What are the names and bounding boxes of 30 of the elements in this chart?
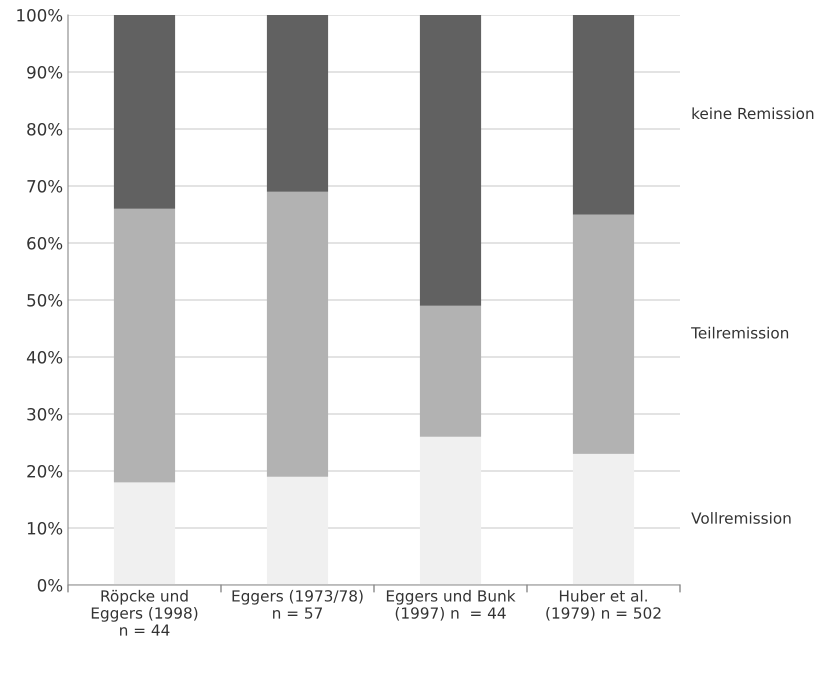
bar [114, 208, 176, 482]
bar [420, 306, 482, 437]
bar [572, 454, 634, 585]
bar [572, 214, 634, 454]
bar [420, 15, 482, 306]
bar [266, 192, 328, 477]
y-tick-label: 90% [27, 66, 62, 79]
y-tick-label: 40% [26, 350, 62, 364]
y-tick-label: 60% [27, 236, 62, 250]
y-tick-label: 10% [28, 522, 62, 535]
text: Vollremission [691, 512, 791, 524]
x-tick-label: Eggers und Bunk (1997) n = 44 [386, 590, 516, 621]
bar [266, 476, 328, 585]
y-tick-label: 20% [27, 464, 62, 478]
y-tick-label: 70% [27, 180, 62, 193]
y-tick-label: 0% [38, 578, 62, 592]
x-tick-label: Huber et al. (1979) n = 502 [546, 590, 660, 621]
bar [572, 15, 634, 214]
x-tick-label: Eggers (1973/78) n = 57 [232, 590, 363, 619]
text: keine Remission [692, 107, 814, 120]
y-tick-label: 80% [27, 122, 62, 136]
y-tick-label: 30% [27, 408, 62, 421]
bar [114, 15, 176, 209]
x-tick-label: Röpcke und Eggers (1998) n = 44 [92, 590, 198, 636]
y-tick-label: 100% [17, 8, 62, 22]
bar [420, 436, 482, 585]
bar [114, 482, 176, 585]
bar [266, 15, 328, 192]
y-tick-label: 50% [27, 294, 62, 307]
text: Teilremission [691, 326, 788, 339]
